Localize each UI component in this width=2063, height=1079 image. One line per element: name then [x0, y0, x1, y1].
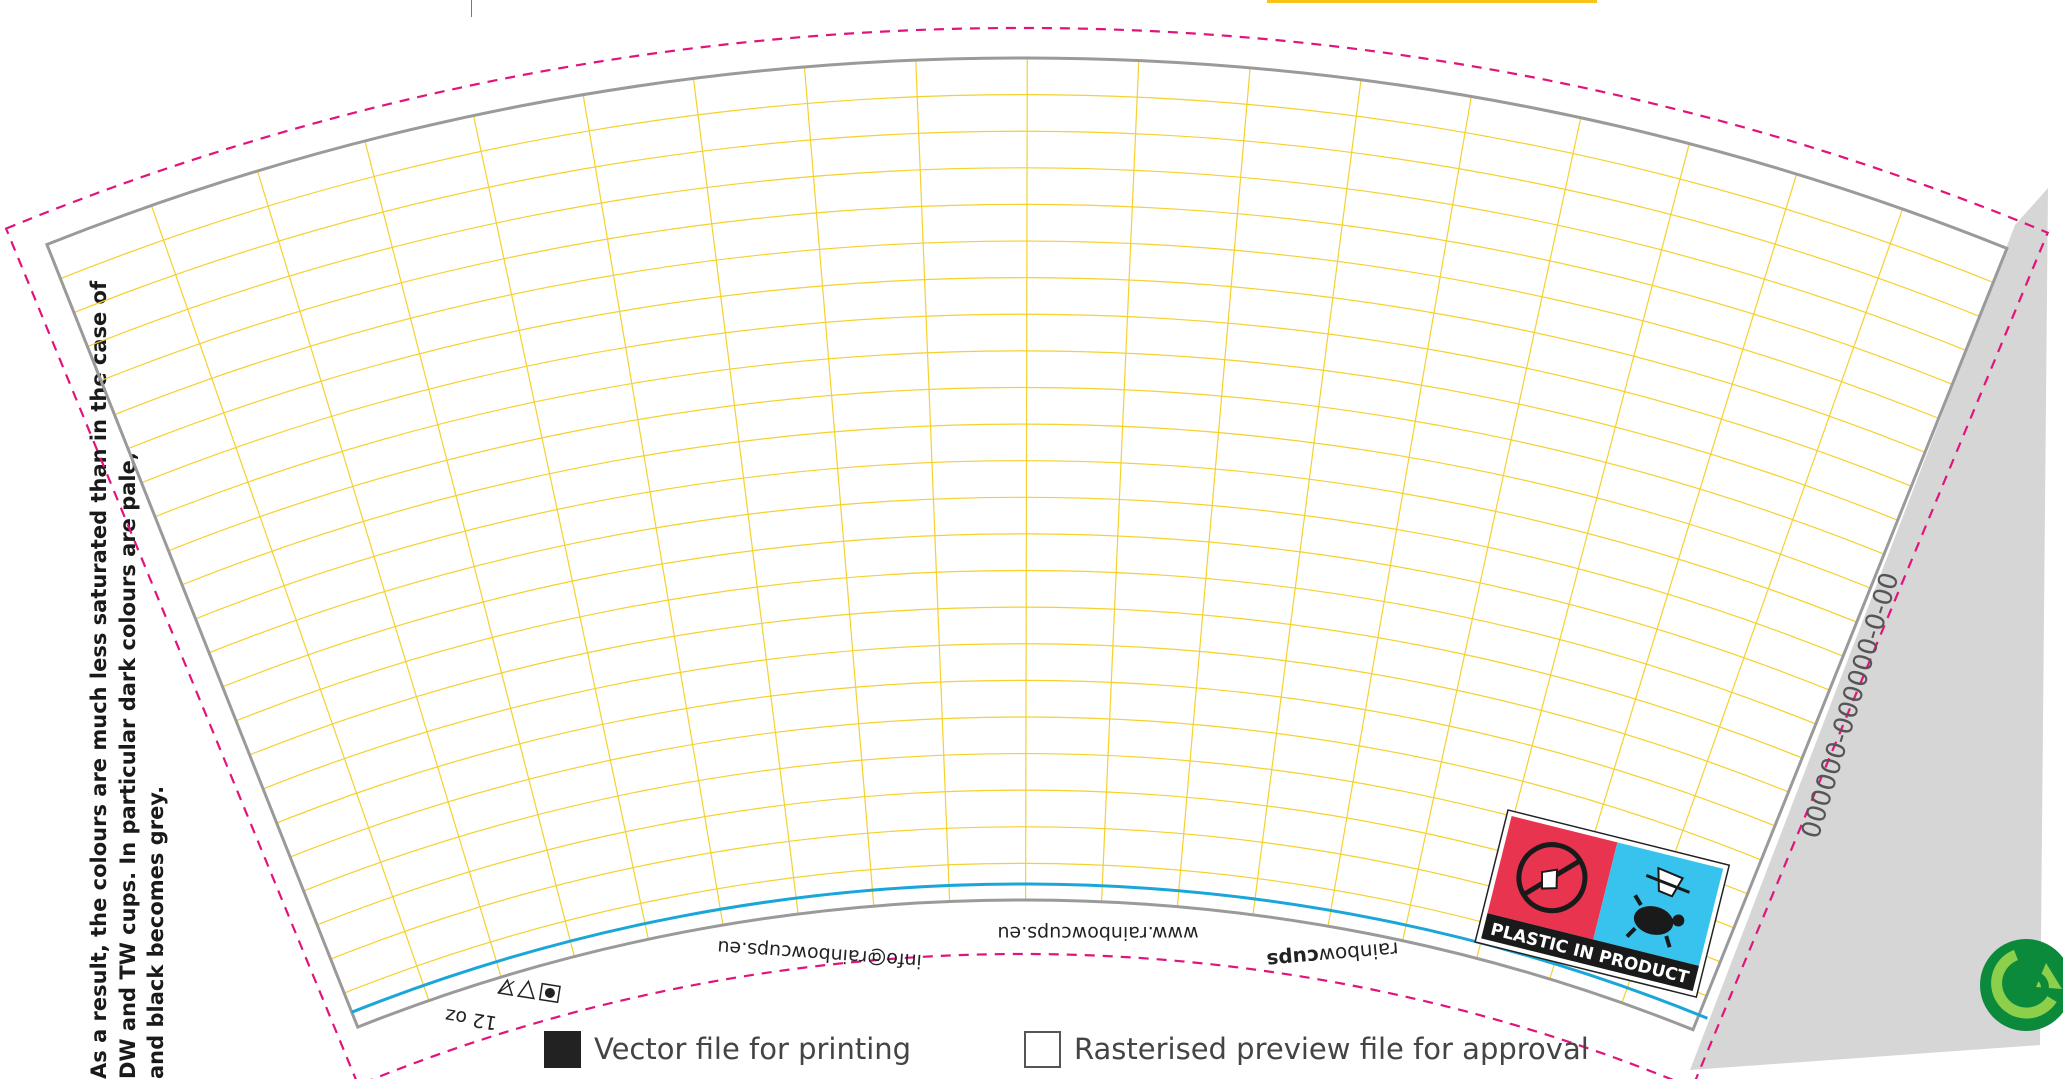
svg-text:www.rainbowcups.eu: www.rainbowcups.eu	[997, 922, 1198, 944]
cup-text-website: www.rainbowcups.eu	[997, 922, 1198, 944]
svg-text:12 oz: 12 oz	[444, 1004, 499, 1034]
cup-text-size: 12 oz	[444, 1004, 499, 1034]
grid-radial-line	[1176, 62, 1252, 912]
grid-arc-line	[132, 350, 1920, 530]
raster-swatch	[1024, 1030, 1061, 1068]
legend-vector: Vector file for printing	[544, 1028, 911, 1070]
legend-raster: Rasterised preview file for approval	[1024, 1028, 1589, 1070]
care-icons	[496, 978, 561, 1004]
dieline	[4, 26, 2050, 1079]
turtle-icon	[1625, 866, 1691, 948]
grid-arc-line	[160, 423, 1892, 598]
grid-radial-line	[1024, 57, 1028, 906]
grid-radial-line	[692, 73, 800, 920]
grid-arc-line	[216, 569, 1836, 733]
grid-radial-line	[803, 61, 875, 912]
grid-radial-line	[1401, 112, 1583, 946]
grid-arc-line	[46, 94, 2007, 293]
grid-radial-line	[1326, 91, 1473, 932]
grid-arc-line	[77, 203, 1976, 395]
cup-outline	[44, 56, 2009, 1032]
grid-radial-line	[149, 200, 432, 1006]
top-divider-tick	[471, 0, 472, 17]
grid-arc-line	[105, 277, 1948, 462]
grid-arc-line	[229, 606, 1822, 767]
grid-arc-line	[63, 167, 1990, 361]
grid-radial-line	[1100, 57, 1140, 907]
top-accent-bar	[1267, 0, 1597, 3]
grid-arc-line	[119, 313, 1934, 496]
grid-arc-line	[257, 679, 1794, 835]
grid-arc-line	[49, 130, 2004, 327]
grid-arc-line	[174, 460, 1878, 632]
grid-radial-line	[363, 136, 577, 962]
cup-brand: rainbowcups	[1266, 937, 1400, 972]
grid-arc-line	[188, 496, 1864, 665]
grid-arc-line	[146, 386, 1906, 564]
grid-radial-line	[471, 110, 650, 945]
grid-arc-line	[91, 240, 1962, 429]
legend-raster-label: Rasterised preview file for approval	[1074, 1032, 1589, 1066]
bleed-strip	[1690, 188, 2048, 1070]
grid-radial-line	[255, 166, 504, 982]
svg-text:rainbowcups: rainbowcups	[1266, 937, 1400, 972]
vector-swatch	[544, 1030, 581, 1068]
grid-arc-line	[202, 533, 1850, 699]
grid-radial-line	[1251, 74, 1363, 920]
grid-radial-line	[581, 89, 725, 931]
grid-arc-line	[243, 643, 1808, 801]
legend-vector-label: Vector file for printing	[594, 1032, 912, 1066]
grid-arc-line	[271, 716, 1780, 868]
recycle-icon	[1980, 939, 2063, 1031]
no-plastic-icon	[1516, 842, 1588, 914]
grid-radial-line	[914, 57, 951, 907]
